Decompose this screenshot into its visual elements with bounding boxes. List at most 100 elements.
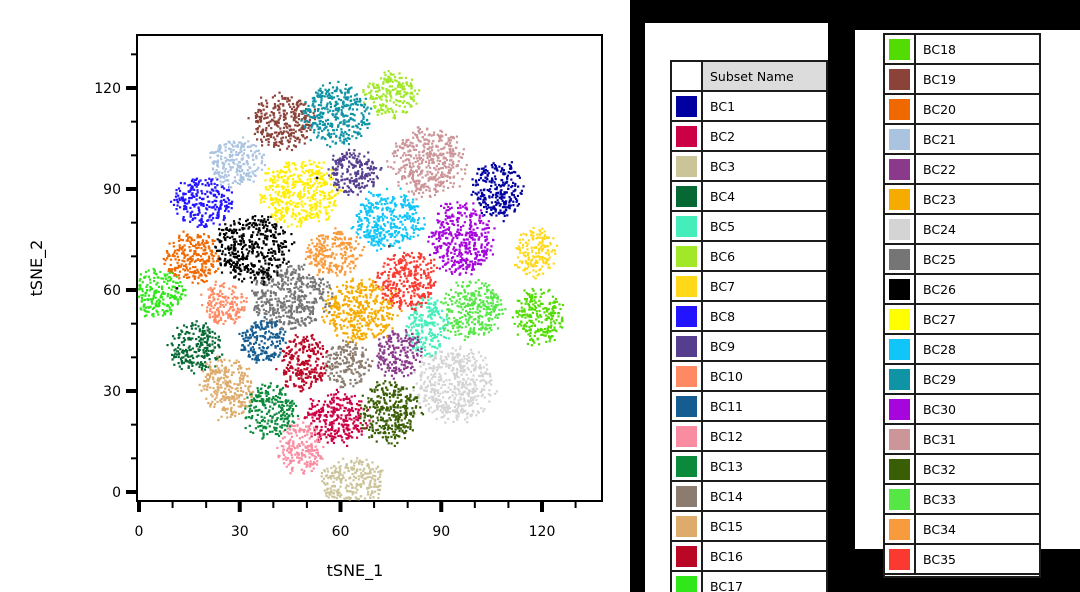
color-swatch[interactable] <box>676 425 697 447</box>
color-swatch[interactable] <box>889 68 910 90</box>
cluster-BC28 <box>350 187 426 252</box>
color-swatch[interactable] <box>676 125 697 147</box>
y-major-tick <box>126 490 137 494</box>
cluster-BC11 <box>238 316 287 364</box>
legend-row[interactable]: BC27 <box>885 305 1039 335</box>
legend-row[interactable]: BC24 <box>885 215 1039 245</box>
swatch-cell <box>672 212 703 240</box>
legend-row[interactable]: BC29 <box>885 365 1039 395</box>
legend-row[interactable]: BC1 <box>672 92 826 122</box>
color-swatch[interactable] <box>676 365 697 387</box>
legend-row-label: BC2 <box>710 128 736 144</box>
legend-row[interactable]: BC23 <box>885 185 1039 215</box>
legend-row[interactable]: BC26 <box>885 275 1039 305</box>
legend-row[interactable]: BC34 <box>885 515 1039 545</box>
swatch-cell <box>885 515 916 543</box>
legend-row[interactable]: BC4 <box>672 182 826 212</box>
legend-row[interactable]: BC19 <box>885 65 1039 95</box>
color-swatch[interactable] <box>676 485 697 507</box>
legend-row[interactable]: BC6 <box>672 242 826 272</box>
legend-row[interactable]: BC14 <box>672 482 826 512</box>
color-swatch[interactable] <box>889 368 910 390</box>
color-swatch[interactable] <box>889 458 910 480</box>
legend-row[interactable]: BC3 <box>672 152 826 182</box>
color-swatch[interactable] <box>676 155 697 177</box>
color-swatch[interactable] <box>889 548 910 570</box>
color-swatch[interactable] <box>889 38 910 60</box>
y-tick-label: 90 <box>103 182 121 198</box>
color-swatch[interactable] <box>889 188 910 210</box>
legend-row[interactable]: BC25 <box>885 245 1039 275</box>
color-swatch[interactable] <box>676 95 697 117</box>
y-tick-label: 0 <box>112 485 121 501</box>
legend-row[interactable]: BC32 <box>885 455 1039 485</box>
legend-row-label: BC20 <box>923 101 956 117</box>
legend-row[interactable]: BC21 <box>885 125 1039 155</box>
color-swatch[interactable] <box>889 518 910 540</box>
y-axis-title: tSNE_2 <box>27 240 47 297</box>
legend-row[interactable]: BC33 <box>885 485 1039 515</box>
x-minor-tick <box>272 501 275 508</box>
color-swatch[interactable] <box>676 575 697 592</box>
y-minor-tick <box>131 221 137 224</box>
legend-row[interactable]: BC5 <box>672 212 826 242</box>
legend-row-label: BC13 <box>710 458 743 474</box>
x-axis-title: tSNE_1 <box>327 561 384 581</box>
color-swatch[interactable] <box>676 185 697 207</box>
outlier-point <box>175 287 179 290</box>
color-swatch[interactable] <box>676 275 697 297</box>
cluster-BC5 <box>405 296 451 358</box>
y-tick-label: 30 <box>103 384 121 400</box>
color-swatch[interactable] <box>889 98 910 120</box>
legend-row[interactable]: BC8 <box>672 302 826 332</box>
color-swatch[interactable] <box>889 128 910 150</box>
y-major-tick <box>126 85 137 90</box>
swatch-cell <box>672 482 703 510</box>
color-swatch[interactable] <box>889 278 910 300</box>
legend-row[interactable]: BC11 <box>672 392 826 422</box>
legend-row[interactable]: BC22 <box>885 155 1039 185</box>
x-tick-label: 120 <box>529 524 556 540</box>
color-swatch[interactable] <box>889 308 910 330</box>
legend-row[interactable]: BC7 <box>672 272 826 302</box>
color-swatch[interactable] <box>676 455 697 477</box>
legend-row[interactable]: BC10 <box>672 362 826 392</box>
color-swatch[interactable] <box>889 428 910 450</box>
color-swatch[interactable] <box>889 248 910 270</box>
color-swatch[interactable] <box>889 218 910 240</box>
color-swatch[interactable] <box>676 215 697 237</box>
legend-row[interactable]: BC18 <box>885 35 1039 65</box>
x-minor-tick <box>373 501 376 508</box>
color-swatch[interactable] <box>889 488 910 510</box>
x-tick-label: 30 <box>231 524 249 540</box>
y-minor-tick <box>131 154 137 157</box>
legend-row[interactable]: BC35 <box>885 545 1039 575</box>
color-swatch[interactable] <box>889 398 910 420</box>
color-swatch[interactable] <box>676 305 697 327</box>
legend-row-label: BC17 <box>710 578 743 592</box>
color-swatch[interactable] <box>676 335 697 357</box>
legend-row[interactable]: BC15 <box>672 512 826 542</box>
color-swatch[interactable] <box>676 395 697 417</box>
legend-row[interactable]: BC28 <box>885 335 1039 365</box>
legend-row[interactable]: BC16 <box>672 542 826 572</box>
legend-row[interactable]: BC31 <box>885 425 1039 455</box>
swatch-cell <box>672 122 703 150</box>
legend-row[interactable]: BC13 <box>672 452 826 482</box>
color-swatch[interactable] <box>676 245 697 267</box>
legend-row-label: BC7 <box>710 278 736 294</box>
y-minor-tick <box>131 53 137 56</box>
color-swatch[interactable] <box>889 158 910 180</box>
legend-row[interactable]: BC9 <box>672 332 826 362</box>
tsne-scatter-plot[interactable]: 0 30 60 90 120 0 30 60 90 120 tSNE_1 tSNE_2 <box>0 0 630 592</box>
color-swatch[interactable] <box>676 515 697 537</box>
legend-panel: Subset Name BC1 BC2 BC3 BC4 BC5 BC6 BC7 BC8 BC9 B… <box>630 0 1080 592</box>
legend-row[interactable]: BC20 <box>885 95 1039 125</box>
legend-row[interactable]: BC30 <box>885 395 1039 425</box>
legend-row[interactable]: BC2 <box>672 122 826 152</box>
swatch-cell <box>885 305 916 333</box>
color-swatch[interactable] <box>676 545 697 567</box>
legend-row[interactable]: BC12 <box>672 422 826 452</box>
color-swatch[interactable] <box>889 338 910 360</box>
legend-row[interactable]: BC17 <box>672 572 826 592</box>
